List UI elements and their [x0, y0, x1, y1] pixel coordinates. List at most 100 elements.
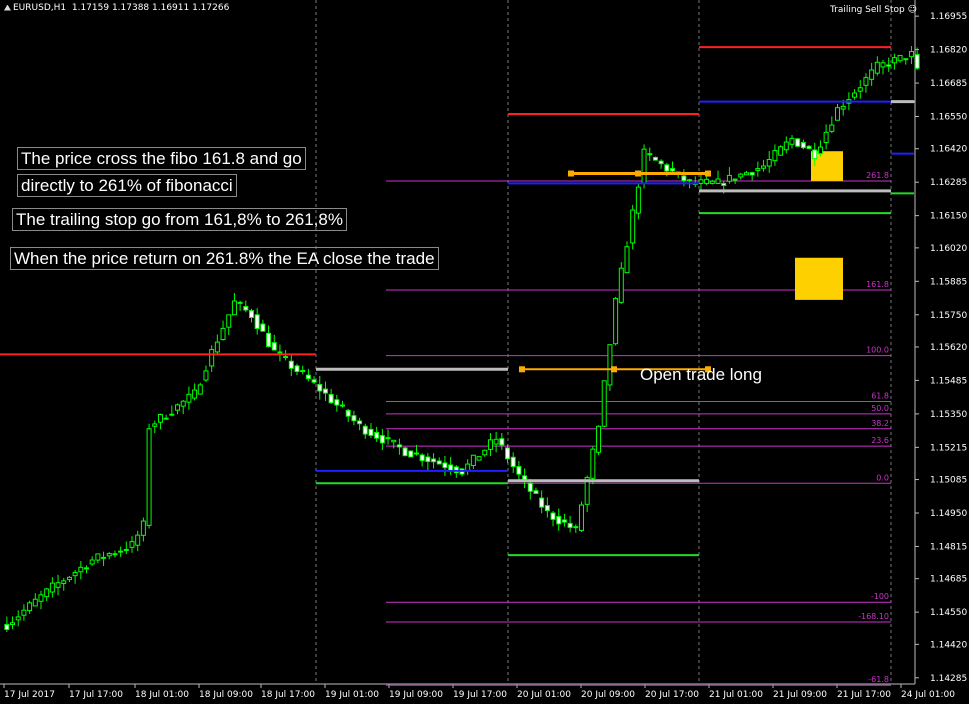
candle-body — [584, 476, 590, 505]
y-tick-label: 1.16685 — [930, 79, 967, 89]
candle-body — [505, 447, 511, 460]
candle-body — [83, 567, 89, 570]
candle-body — [368, 428, 374, 436]
candle-body — [248, 310, 254, 319]
x-tick-label: 18 Jul 09:00 — [199, 690, 253, 700]
candle-body — [4, 624, 10, 630]
candle-body — [470, 454, 476, 467]
x-tick-label: 18 Jul 01:00 — [135, 690, 189, 700]
expert-label[interactable]: Trailing Sell Stop ☺ — [830, 5, 917, 15]
candle-body — [726, 174, 732, 182]
y-tick-label: 1.16420 — [930, 145, 967, 155]
candle-body — [749, 172, 755, 176]
expert-name: Trailing Sell Stop — [829, 5, 905, 15]
candle-body — [835, 107, 841, 121]
candle-body — [305, 374, 311, 380]
candle-body — [413, 452, 419, 455]
candle-body — [55, 582, 61, 588]
candle-body — [795, 138, 801, 147]
y-tick-label: 1.14685 — [930, 575, 967, 585]
candle-body — [379, 435, 385, 444]
candle-body — [237, 301, 243, 304]
candle-body — [778, 146, 784, 156]
candle-body — [186, 393, 192, 403]
candle-body — [78, 566, 84, 573]
candle-body — [209, 349, 215, 367]
candle-body — [721, 182, 727, 186]
y-tick-label: 1.15215 — [930, 443, 967, 453]
y-tick-label: 1.16285 — [930, 178, 967, 188]
candle-body — [288, 360, 294, 369]
candle-body — [95, 553, 101, 561]
candle-body — [322, 388, 328, 394]
candle-body — [880, 62, 886, 68]
fib-level-label: 23.6 — [871, 436, 889, 445]
candle-body — [385, 437, 391, 440]
candle-body — [852, 92, 858, 98]
candle-body — [169, 413, 175, 416]
symbol-icon — [4, 4, 11, 11]
annotation-line-3: The trailing stop go from 161,8% to 261,… — [12, 208, 347, 231]
fib-level-label: 100.0 — [866, 346, 889, 355]
y-tick-label: 1.15350 — [930, 410, 967, 420]
candle-body — [556, 515, 562, 525]
highlight-box-161 — [795, 257, 843, 300]
y-tick-label: 1.16955 — [930, 12, 967, 22]
candle-body — [351, 415, 357, 422]
x-tick-label: 18 Jul 17:00 — [261, 690, 315, 700]
candle-body — [465, 463, 471, 472]
candle-body — [761, 165, 767, 169]
candle-body — [334, 399, 340, 406]
candle-body — [448, 464, 454, 471]
annotation-line-4: When the price return on 261.8% the EA c… — [10, 247, 439, 270]
x-tick-label: 17 Jul 17:00 — [69, 690, 123, 700]
candle-body — [118, 550, 124, 553]
candle-body — [277, 351, 283, 354]
candle-body — [431, 458, 437, 463]
candle-body — [311, 379, 317, 383]
candle-body — [704, 178, 710, 184]
candle-body — [601, 380, 607, 427]
fib-level-label: 161.8 — [866, 280, 889, 289]
candle-body — [897, 54, 903, 62]
y-tick-label: 1.15885 — [930, 277, 967, 287]
ohlc-values: 1.17159 1.17388 1.16911 1.17266 — [71, 3, 230, 13]
trailing-stop-marker — [568, 170, 574, 177]
candle-body — [231, 300, 237, 316]
candle-body — [44, 588, 50, 598]
candle-body — [482, 449, 488, 456]
x-tick-label: 17 Jul 2017 — [4, 690, 55, 700]
candle-body — [681, 175, 687, 182]
candle-body — [157, 413, 163, 423]
open-trade-label: Open trade long — [640, 365, 762, 384]
candle-body — [129, 541, 135, 548]
candle-body — [869, 69, 875, 80]
fib-level-label: 261.8 — [866, 171, 889, 180]
trade-open-marker — [519, 366, 525, 373]
candle-body — [49, 582, 55, 593]
candle-body — [635, 186, 641, 214]
trade-open-marker — [611, 366, 617, 373]
trailing-stop-marker — [635, 170, 641, 177]
y-tick-label: 1.15620 — [930, 343, 967, 353]
y-tick-label: 1.16820 — [930, 46, 967, 56]
candle-body — [499, 438, 505, 446]
candle-body — [891, 57, 897, 64]
candle-body — [647, 153, 653, 156]
candle-body — [391, 439, 397, 443]
candle-body — [61, 580, 67, 584]
candle-body — [857, 87, 863, 92]
candle-body — [15, 616, 21, 621]
candle-body — [522, 475, 528, 480]
x-tick-label: 21 Jul 09:00 — [773, 690, 827, 700]
candle-body — [670, 168, 676, 172]
candle-body — [10, 622, 16, 626]
candle-body — [203, 370, 209, 381]
candle-body — [175, 404, 181, 411]
candle-body — [453, 466, 459, 474]
candle-body — [192, 389, 198, 399]
fib-level-label: 61.8 — [871, 391, 889, 400]
y-tick-label: 1.14815 — [930, 542, 967, 552]
